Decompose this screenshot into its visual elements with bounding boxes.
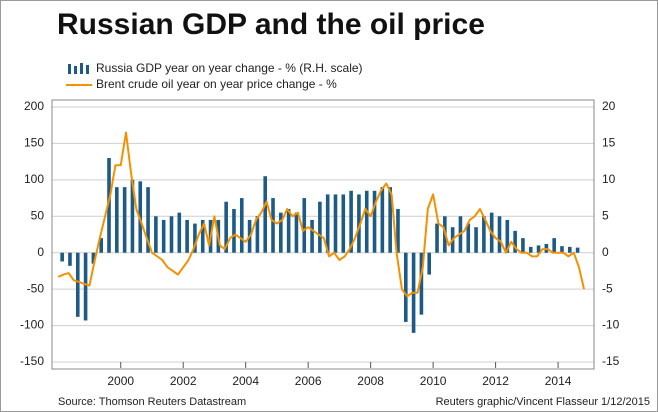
bar xyxy=(177,212,182,253)
x-tick-label: 2010 xyxy=(420,374,447,388)
bar xyxy=(552,238,556,253)
y2-tick-label: -10 xyxy=(602,318,620,332)
bar xyxy=(357,194,361,253)
chart-title: Russian GDP and the oil price xyxy=(57,8,485,41)
bar xyxy=(435,223,439,253)
bar xyxy=(271,198,275,253)
bar xyxy=(528,246,533,253)
bar xyxy=(403,252,408,322)
legend: Russia GDP year on year change - % (R.H.… xyxy=(66,61,363,91)
bar xyxy=(521,238,525,253)
bar xyxy=(427,252,432,275)
bar xyxy=(302,198,307,253)
bar xyxy=(372,190,377,253)
legend-swatch xyxy=(68,64,71,74)
bar xyxy=(318,201,322,253)
bar xyxy=(575,247,580,253)
legend-label: Brent crude oil year on year price chang… xyxy=(96,77,337,91)
y-tick-label: -50 xyxy=(27,281,45,295)
bar xyxy=(83,252,88,321)
bar xyxy=(75,252,80,317)
credit: Reuters graphic/Vincent Flasseur 1/12/20… xyxy=(436,396,650,408)
y2-tick-label: 5 xyxy=(602,208,609,222)
bar xyxy=(325,194,330,253)
bar xyxy=(349,190,353,253)
line xyxy=(57,131,585,298)
legend-swatch xyxy=(80,63,83,74)
legend-swatch xyxy=(74,66,77,74)
legend-label: Russia GDP year on year change - % (R.H.… xyxy=(96,61,363,75)
x-tick-label: 2004 xyxy=(232,374,259,388)
bar xyxy=(185,219,189,253)
bar xyxy=(91,252,96,264)
bar xyxy=(255,216,260,253)
bar xyxy=(536,245,541,253)
y-tick-label: -150 xyxy=(20,354,44,368)
bar xyxy=(224,201,228,253)
bar xyxy=(286,209,291,253)
bar xyxy=(239,198,244,253)
bar xyxy=(497,216,502,253)
bar xyxy=(115,187,119,253)
y2-tick-label: 20 xyxy=(602,99,616,113)
bar xyxy=(130,179,135,253)
bar xyxy=(513,230,517,253)
bar xyxy=(560,246,564,253)
y2-tick-label: 0 xyxy=(602,245,609,259)
bar xyxy=(419,252,424,315)
bar xyxy=(146,187,150,253)
bar xyxy=(154,216,158,253)
bar xyxy=(333,194,338,253)
bar xyxy=(279,212,283,253)
bar xyxy=(310,219,314,253)
bar xyxy=(193,223,197,253)
y-tick-label: 150 xyxy=(24,136,44,150)
bar xyxy=(388,187,392,253)
x-tick-label: 2002 xyxy=(170,374,197,388)
y-tick-label: 100 xyxy=(24,172,44,186)
bar xyxy=(294,212,299,253)
x-tick-label: 2012 xyxy=(482,374,509,388)
bar xyxy=(364,190,369,253)
bar xyxy=(341,194,346,253)
plot-frame xyxy=(51,99,595,370)
bar xyxy=(466,223,471,253)
legend-swatch xyxy=(86,65,89,74)
x-tick-label: 2006 xyxy=(295,374,322,388)
bar xyxy=(68,252,72,266)
y2-tick-label: -5 xyxy=(602,281,613,295)
bar xyxy=(396,209,400,253)
bar xyxy=(99,238,104,253)
x-tick-label: 2014 xyxy=(545,374,572,388)
y-tick-label: 200 xyxy=(24,99,44,113)
y-tick-label: 50 xyxy=(31,208,45,222)
bar xyxy=(505,219,510,253)
bar xyxy=(482,216,486,253)
bar xyxy=(60,252,64,262)
bar xyxy=(200,219,205,253)
bar xyxy=(107,158,111,253)
bar xyxy=(169,216,174,253)
bar xyxy=(474,227,478,253)
source: Source: Thomson Reuters Datastream xyxy=(58,396,246,408)
x-tick-label: 2000 xyxy=(107,374,134,388)
bar xyxy=(263,176,268,253)
y2-tick-label: 10 xyxy=(602,172,616,186)
y2-tick-label: 15 xyxy=(602,136,616,150)
bar xyxy=(122,187,127,253)
x-tick-label: 2008 xyxy=(357,374,384,388)
bar xyxy=(567,246,572,253)
y2-tick-label: -15 xyxy=(602,354,620,368)
y-tick-label: 0 xyxy=(37,245,44,259)
bar xyxy=(380,187,385,253)
bar xyxy=(161,219,166,253)
y-tick-label: -100 xyxy=(20,318,44,332)
bar xyxy=(232,209,236,253)
